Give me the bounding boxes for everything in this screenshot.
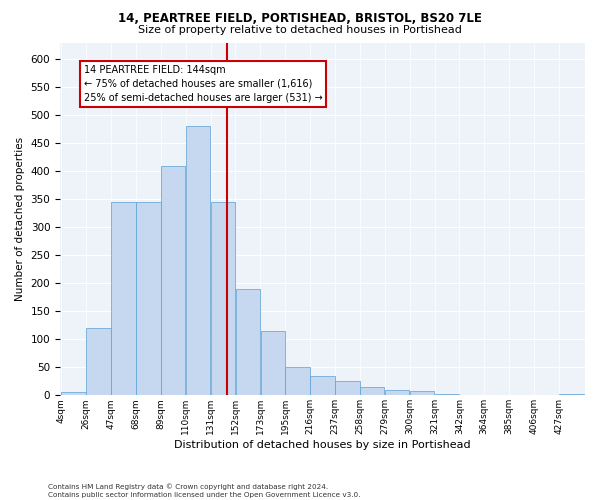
Bar xyxy=(410,391,434,396)
Bar xyxy=(260,331,285,396)
Bar xyxy=(385,390,409,396)
Bar xyxy=(286,368,310,396)
Bar xyxy=(559,394,584,396)
Text: 14, PEARTREE FIELD, PORTISHEAD, BRISTOL, BS20 7LE: 14, PEARTREE FIELD, PORTISHEAD, BRISTOL,… xyxy=(118,12,482,26)
Bar xyxy=(236,289,260,396)
X-axis label: Distribution of detached houses by size in Portishead: Distribution of detached houses by size … xyxy=(174,440,471,450)
Bar xyxy=(186,126,210,396)
Bar xyxy=(310,376,335,396)
Bar xyxy=(435,394,459,396)
Text: Size of property relative to detached houses in Portishead: Size of property relative to detached ho… xyxy=(138,25,462,35)
Bar xyxy=(211,202,235,396)
Bar xyxy=(136,202,161,396)
Bar xyxy=(335,382,359,396)
Text: 14 PEARTREE FIELD: 144sqm
← 75% of detached houses are smaller (1,616)
25% of se: 14 PEARTREE FIELD: 144sqm ← 75% of detac… xyxy=(84,65,322,103)
Bar xyxy=(460,394,484,396)
Bar xyxy=(360,387,385,396)
Bar xyxy=(534,394,559,396)
Bar xyxy=(111,202,136,396)
Text: Contains HM Land Registry data © Crown copyright and database right 2024.
Contai: Contains HM Land Registry data © Crown c… xyxy=(48,484,361,498)
Bar xyxy=(161,166,185,396)
Bar xyxy=(61,392,86,396)
Y-axis label: Number of detached properties: Number of detached properties xyxy=(15,137,25,301)
Bar xyxy=(86,328,111,396)
